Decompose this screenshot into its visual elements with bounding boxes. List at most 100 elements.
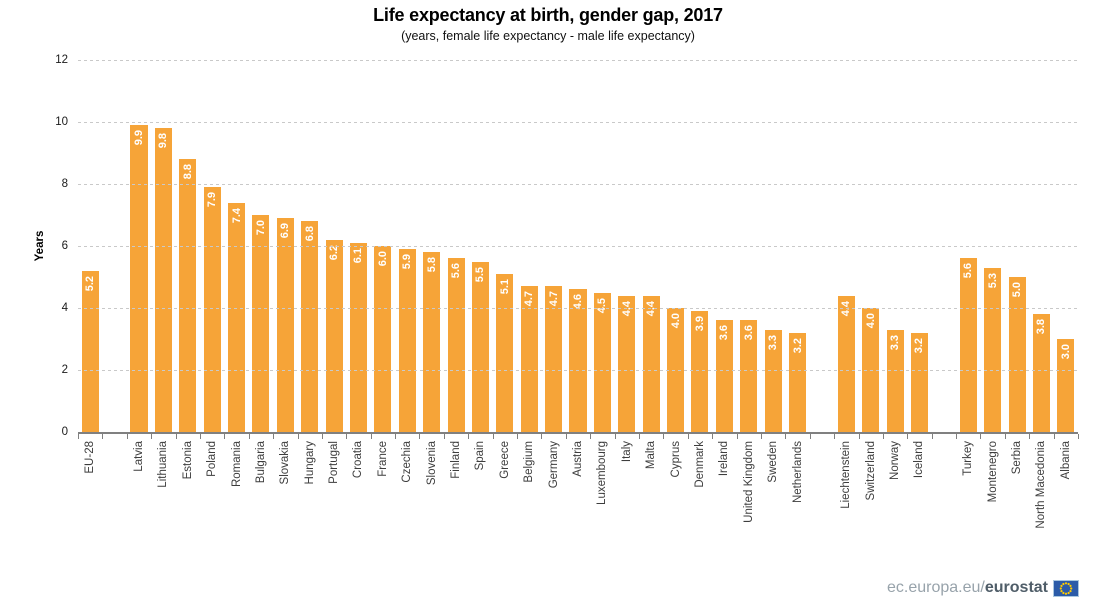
x-axis-label: Cyprus xyxy=(669,441,682,478)
bar: 6.9 xyxy=(276,218,294,432)
bar-slot: 4.0 Switzerland xyxy=(858,60,883,500)
x-axis-label: Netherlands xyxy=(791,441,804,504)
bar-slot: 5.0 Serbia xyxy=(1004,60,1029,474)
bar: 3.2 xyxy=(788,332,807,432)
x-axis-label: Croatia xyxy=(352,441,365,479)
bar-slot: 5.6 Turkey xyxy=(956,60,980,476)
bar: 5.3 xyxy=(984,267,1002,432)
y-tick-label: 10 xyxy=(55,116,68,128)
x-axis-label: Iceland xyxy=(913,441,926,479)
bar: 4.4 xyxy=(618,295,636,432)
bar: 9.8 xyxy=(154,128,172,432)
bar-slot: 3.6 United Kingdom xyxy=(736,60,761,523)
bar: 3.6 xyxy=(715,320,733,432)
bar: 5.8 xyxy=(423,252,441,432)
bar-value-label: 9.9 xyxy=(132,130,145,146)
bar-slot: 3.3 Sweden xyxy=(760,60,785,483)
bar: 4.4 xyxy=(837,295,855,432)
bar-value-label: 3.3 xyxy=(767,334,780,350)
bar-value-label: 6.0 xyxy=(376,251,389,267)
bar-slot: 3.2 Netherlands xyxy=(785,60,809,503)
chart-subtitle: (years, female life expectancy - male li… xyxy=(401,29,695,43)
bar-value-label: 5.0 xyxy=(1011,282,1024,298)
bar-slot: 7.0 Bulgaria xyxy=(248,60,273,483)
x-axis-label: Greece xyxy=(498,441,511,479)
bar-value-label: 5.6 xyxy=(450,263,463,279)
bar-value-label: 4.0 xyxy=(669,313,682,329)
bar: 6.8 xyxy=(301,221,319,432)
bar-value-label: 3.0 xyxy=(1059,344,1072,360)
bar-slot: 4.4 Italy xyxy=(614,60,639,462)
bar-value-label: 5.3 xyxy=(986,272,999,288)
bar: 5.9 xyxy=(398,249,416,432)
bar: 3.3 xyxy=(886,329,904,432)
y-tick-label: 4 xyxy=(61,302,68,315)
x-axis-label: Estonia xyxy=(181,441,194,480)
bar-value-label: 4.5 xyxy=(596,297,609,313)
bar-slot: 4.6 Austria xyxy=(565,60,590,477)
bar: 7.0 xyxy=(252,215,270,432)
bar-slot: 6.1 Croatia xyxy=(346,60,370,478)
x-axis-label: North Macedonia xyxy=(1035,441,1048,529)
gridline xyxy=(78,246,1078,247)
bar-value-label: 3.6 xyxy=(742,325,755,341)
bar-value-label: 4.7 xyxy=(547,291,560,307)
bar: 7.4 xyxy=(228,202,246,432)
bar: 6.0 xyxy=(374,246,392,432)
bar-value-label: 3.2 xyxy=(913,337,926,354)
y-tick-label: 8 xyxy=(61,178,68,191)
bar-value-label: 7.0 xyxy=(254,220,267,236)
bar-slot: 4.5 Luxembourg xyxy=(590,60,614,505)
x-axis-label: EU-28 xyxy=(84,441,97,474)
bar-value-label: 7.9 xyxy=(206,192,219,208)
bar-slot: 5.6 Finland xyxy=(443,60,468,479)
y-tick-label: 0 xyxy=(61,426,68,438)
x-axis-label: Spain xyxy=(474,441,487,471)
x-axis-label: Sweden xyxy=(767,441,780,483)
bar-slot: 5.5 Spain xyxy=(468,60,492,470)
chart-title: Life expectancy at birth, gender gap, 20… xyxy=(373,5,723,25)
bar-slot: 4.4 Liechtenstein xyxy=(834,60,858,509)
x-axis-label: Romania xyxy=(230,441,243,488)
bar-value-label: 5.6 xyxy=(962,263,975,279)
bar-slot: 4.7 Germany xyxy=(541,60,565,488)
x-axis-label: Montenegro xyxy=(986,441,999,503)
footer-url-bold: eurostat xyxy=(984,579,1048,596)
bar-value-label: 7.4 xyxy=(230,207,243,223)
gridline xyxy=(78,122,1078,123)
x-axis-label: Portugal xyxy=(328,441,341,484)
y-tick-label: 12 xyxy=(55,54,68,66)
eu-flag-stars xyxy=(1059,581,1073,595)
x-axis-label: Czechia xyxy=(401,441,414,483)
x-axis-label: Norway xyxy=(889,441,902,480)
bar-slot: 6.2 Portugal xyxy=(321,60,346,484)
bar: 5.0 xyxy=(1008,277,1026,432)
x-axis-label: Luxembourg xyxy=(596,441,609,505)
bar-slot: 6.8 Hungary xyxy=(297,60,322,484)
bar-value-label: 8.8 xyxy=(181,164,194,180)
bar: 3.6 xyxy=(740,320,758,432)
bar: 7.9 xyxy=(203,187,221,432)
gridline xyxy=(78,60,1078,61)
x-axis-label: United Kingdom xyxy=(742,441,755,523)
bar: 4.0 xyxy=(667,308,685,432)
spacer-slot xyxy=(809,60,834,439)
bar-slot: 6.0 France xyxy=(370,60,395,477)
bar-slot: 3.8 North Macedonia xyxy=(1029,60,1053,529)
x-axis-label: Hungary xyxy=(303,441,316,485)
bar-value-label: 5.2 xyxy=(84,275,97,292)
bar-slot: 5.1 Greece xyxy=(492,60,517,479)
x-axis-label: Poland xyxy=(206,441,219,477)
bar-slot: 5.8 Slovenia xyxy=(419,60,443,485)
x-axis-label: Switzerland xyxy=(864,441,877,501)
bar-value-label: 3.9 xyxy=(693,316,706,332)
bar-value-label: 5.5 xyxy=(474,266,487,282)
gridline xyxy=(78,184,1078,186)
bar-slot: 3.2 Iceland xyxy=(907,60,931,478)
bar: 3.0 xyxy=(1057,339,1075,432)
x-axis-label: Ireland xyxy=(718,441,731,477)
bar-value-label: 3.3 xyxy=(889,334,902,350)
y-tick-label: 2 xyxy=(61,364,68,377)
bar-slot: 5.2 EU-28 xyxy=(78,60,102,474)
x-axis-label: Serbia xyxy=(1011,441,1024,475)
